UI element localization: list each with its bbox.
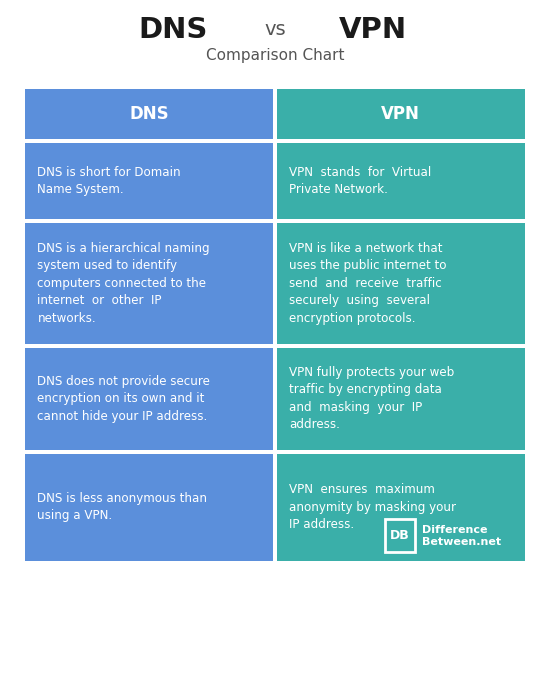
Bar: [25, 143, 273, 219]
Bar: [385, 519, 415, 552]
Bar: [277, 143, 525, 219]
Text: DNS is less anonymous than
using a VPN.: DNS is less anonymous than using a VPN.: [37, 492, 207, 522]
Bar: [25, 348, 273, 450]
Bar: [277, 89, 525, 139]
Text: VPN: VPN: [339, 16, 407, 44]
Bar: [25, 89, 273, 139]
Bar: [277, 348, 525, 450]
Text: DNS: DNS: [139, 16, 208, 44]
Text: DNS does not provide secure
encryption on its own and it
cannot hide your IP add: DNS does not provide secure encryption o…: [37, 375, 210, 422]
Text: DB: DB: [390, 529, 410, 542]
Text: Comparison Chart: Comparison Chart: [206, 48, 344, 63]
Bar: [277, 454, 525, 561]
Bar: [25, 454, 273, 561]
Bar: [25, 223, 273, 344]
Text: vs: vs: [264, 20, 286, 39]
Text: Difference
Between.net: Difference Between.net: [422, 525, 501, 546]
Text: DNS: DNS: [129, 105, 169, 123]
Text: VPN is like a network that
uses the public internet to
send  and  receive  traff: VPN is like a network that uses the publ…: [289, 242, 446, 325]
Text: VPN  stands  for  Virtual
Private Network.: VPN stands for Virtual Private Network.: [289, 166, 431, 196]
Text: DNS is a hierarchical naming
system used to identify
computers connected to the
: DNS is a hierarchical naming system used…: [37, 242, 210, 325]
Text: VPN  ensures  maximum
anonymity by masking your
IP address.: VPN ensures maximum anonymity by masking…: [289, 483, 456, 531]
Bar: [277, 223, 525, 344]
Text: DNS is short for Domain
Name System.: DNS is short for Domain Name System.: [37, 166, 181, 196]
Text: VPN fully protects your web
traffic by encrypting data
and  masking  your  IP
ad: VPN fully protects your web traffic by e…: [289, 366, 454, 431]
Text: VPN: VPN: [381, 105, 420, 123]
